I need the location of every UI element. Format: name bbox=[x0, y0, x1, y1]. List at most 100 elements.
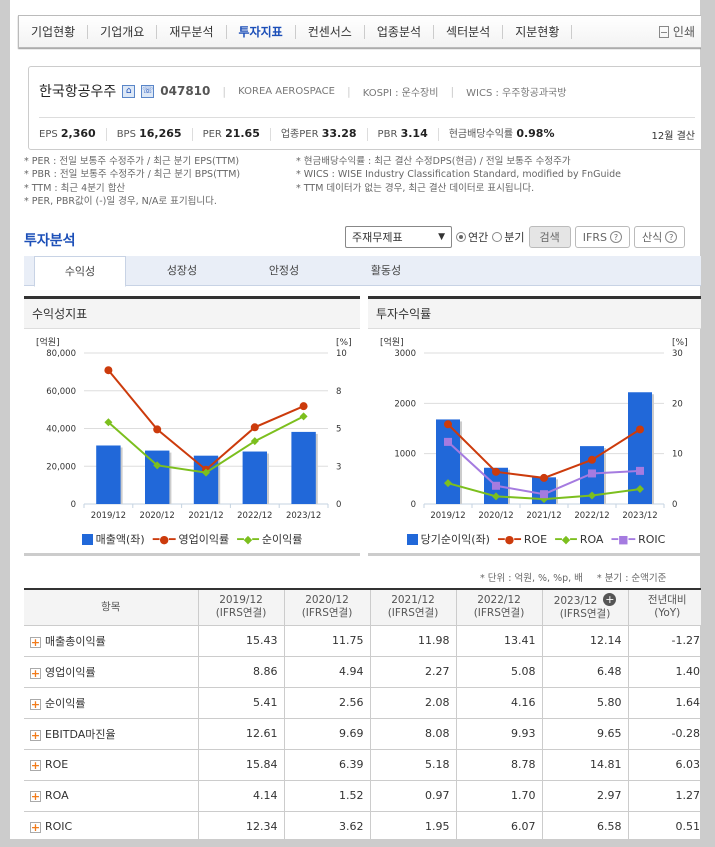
bar bbox=[96, 445, 121, 504]
expand-plus-icon[interactable]: + bbox=[30, 728, 41, 742]
svg-text:30: 30 bbox=[672, 349, 683, 359]
expand-plus-icon[interactable]: + bbox=[30, 759, 41, 772]
row-label[interactable]: + 순이익률 bbox=[24, 687, 199, 719]
cell-value: 11.98 bbox=[370, 625, 457, 657]
radio-quarterly[interactable]: 분기 bbox=[492, 229, 525, 245]
profitability-chart-plot: [억원] [%] 80,000 10 60,000 8 40,000 5 20,000 3 0 0 20… bbox=[36, 336, 352, 521]
table-row: + 매출총이익률 15.43 11.75 11.98 13.41 12.14 -1.27 bbox=[24, 625, 706, 657]
legend-item[interactable]: ━◆━ ROA bbox=[555, 532, 604, 546]
expand-plus-icon[interactable]: + bbox=[30, 697, 41, 711]
bar-swatch-icon bbox=[406, 533, 418, 545]
chevron-down-icon: ▼ bbox=[438, 232, 445, 242]
table-units: * 단위 : 억원, %, %p, 배 * 분기 : 순액기준 bbox=[480, 570, 666, 584]
table-row: + ROIC 12.34 3.62 1.95 6.07 6.58 0.51 bbox=[24, 811, 706, 843]
header-2020: 2020/12 (IFRS연결) bbox=[284, 589, 371, 626]
cell-value: 3.62 bbox=[284, 811, 371, 843]
legend-item[interactable]: 매출액(좌) bbox=[81, 531, 145, 547]
cell-value: 5.08 bbox=[456, 656, 543, 688]
note: * TTM 데이터가 없는 경우, 최근 결산 데이터로 표시됩니다. bbox=[296, 182, 535, 194]
nav-item-company-overview[interactable]: 기업개요 bbox=[88, 24, 158, 39]
cell-value: 2.08 bbox=[370, 687, 457, 719]
legend-item[interactable]: ━◆━ 순이익률 bbox=[237, 532, 303, 547]
svg-text:10: 10 bbox=[672, 450, 683, 460]
legend-item[interactable]: 당기순이익(좌) bbox=[406, 531, 490, 547]
tab-profitability[interactable]: 수익성 bbox=[34, 256, 126, 287]
nav-item-sector-analysis[interactable]: 섹터분석 bbox=[434, 24, 504, 39]
tab-stability[interactable]: 안정성 bbox=[268, 264, 300, 277]
home-icon[interactable]: ⌂ bbox=[122, 84, 136, 98]
row-label[interactable]: + ROE bbox=[24, 749, 199, 781]
metric-dividend-yield: 현금배당수익률 0.98% bbox=[448, 127, 555, 141]
legend-item[interactable]: ━●━ ROE bbox=[497, 532, 548, 546]
cell-value: 2.27 bbox=[370, 656, 457, 688]
vertical-scrollbar[interactable] bbox=[701, 0, 715, 847]
cell-value: 8.78 bbox=[456, 749, 543, 781]
svg-text:2023/12: 2023/12 bbox=[286, 511, 321, 521]
question-icon: ? bbox=[665, 231, 678, 243]
print-button[interactable]: 인쇄 bbox=[658, 23, 695, 40]
table-row: + 순이익률 5.41 2.56 2.08 4.16 5.80 1.64 bbox=[24, 687, 706, 719]
cell-value: 12.34 bbox=[198, 811, 285, 843]
formula-help-button[interactable]: 산식 ? bbox=[633, 226, 686, 248]
company-name: 한국항공우주 bbox=[39, 84, 117, 100]
cell-value: 9.69 bbox=[284, 718, 371, 750]
wics-sector: WICS : 우주항공과국방 bbox=[466, 87, 567, 99]
note: * TTM : 최근 4분기 합산 bbox=[24, 182, 126, 194]
filter-controls: 주재무제표 ▼ 연간 분기 검색 IFRS ? 산식 ? bbox=[345, 226, 686, 248]
search-button[interactable]: 검색 bbox=[528, 226, 571, 248]
nav-item-investment-indicators[interactable]: 투자지표 bbox=[227, 24, 296, 39]
row-label[interactable]: + 매출총이익률 bbox=[24, 625, 199, 657]
svg-text:3000: 3000 bbox=[394, 349, 416, 359]
y-axis-unit: [억원] bbox=[36, 336, 60, 348]
expand-plus-icon[interactable]: + bbox=[30, 635, 41, 649]
nav-item-financial-analysis[interactable]: 재무분석 bbox=[157, 24, 227, 39]
row-label[interactable]: + EBITDA마진율 bbox=[24, 718, 199, 750]
printer-icon bbox=[658, 25, 669, 38]
svg-text:2020/12: 2020/12 bbox=[140, 511, 175, 521]
expand-plus-icon[interactable]: + bbox=[30, 666, 41, 680]
line-square-icon: ━■━ bbox=[611, 532, 636, 546]
nav-item-consensus[interactable]: 컨센서스 bbox=[296, 24, 365, 39]
svg-text:0: 0 bbox=[411, 500, 416, 510]
table-header-row: 항목 2019/12 (IFRS연결) 2020/12 (IFRS연결) 2021/… bbox=[24, 589, 706, 626]
svg-text:0: 0 bbox=[71, 500, 76, 510]
svg-text:3: 3 bbox=[336, 462, 341, 472]
row-label[interactable]: + ROIC bbox=[24, 811, 199, 843]
tab-activity[interactable]: 활동성 bbox=[370, 264, 402, 277]
svg-text:0: 0 bbox=[336, 500, 341, 510]
note: * 현금배당수익률 : 최근 결산 수정DPS(현금) / 전일 보통주 수정주… bbox=[296, 156, 571, 167]
expand-plus-icon[interactable]: + bbox=[30, 790, 41, 803]
radio-annual[interactable]: 연간 bbox=[456, 229, 488, 245]
expand-plus-icon[interactable]: + bbox=[30, 821, 41, 834]
line-diamond-icon: ━◆━ bbox=[555, 532, 577, 546]
ifrs-help-button[interactable]: IFRS ? bbox=[574, 226, 630, 248]
nav-item-industry-analysis[interactable]: 업종분석 bbox=[365, 24, 435, 39]
horizontal-scrollbar[interactable] bbox=[0, 839, 715, 847]
nav-item-shareholding[interactable]: 지분현황 bbox=[503, 24, 573, 39]
statement-type-select[interactable]: 주재무제표 ▼ bbox=[345, 226, 452, 248]
row-label[interactable]: + 영업이익률 bbox=[24, 656, 199, 688]
svg-text:2019/12: 2019/12 bbox=[91, 511, 126, 521]
legend-item[interactable]: ━■━ ROIC bbox=[611, 532, 666, 546]
line-dot-icon: ━●━ bbox=[152, 532, 176, 546]
divider: | bbox=[222, 84, 227, 98]
note: * PBR : 전일 보통주 수정주가 / 최근 분기 BPS(TTM) bbox=[24, 169, 241, 181]
cell-value: 6.48 bbox=[542, 656, 629, 688]
svg-text:2021/12: 2021/12 bbox=[188, 511, 223, 521]
add-column-icon[interactable]: + bbox=[603, 593, 617, 607]
tab-growth[interactable]: 성장성 bbox=[166, 264, 198, 277]
cell-value: 15.43 bbox=[198, 625, 285, 657]
nav-item-company-status[interactable]: 기업현황 bbox=[19, 24, 89, 39]
cell-value: 1.70 bbox=[456, 780, 543, 812]
legend-item[interactable]: ━●━ 영업이익률 bbox=[152, 532, 230, 547]
header-yoy: 전년대비 (YoY) bbox=[628, 589, 706, 626]
header-item: 항목 bbox=[24, 589, 199, 626]
y-axis-unit: [억원] bbox=[380, 336, 404, 348]
row-label[interactable]: + ROA bbox=[24, 780, 199, 812]
cell-value: 1.95 bbox=[370, 811, 457, 843]
cell-value: 9.93 bbox=[456, 718, 543, 750]
svg-text:2019/12: 2019/12 bbox=[430, 511, 465, 521]
cell-yoy: 1.64 bbox=[628, 687, 706, 719]
phone-icon[interactable]: ☏ bbox=[141, 84, 155, 98]
cell-value: 6.07 bbox=[456, 811, 543, 843]
